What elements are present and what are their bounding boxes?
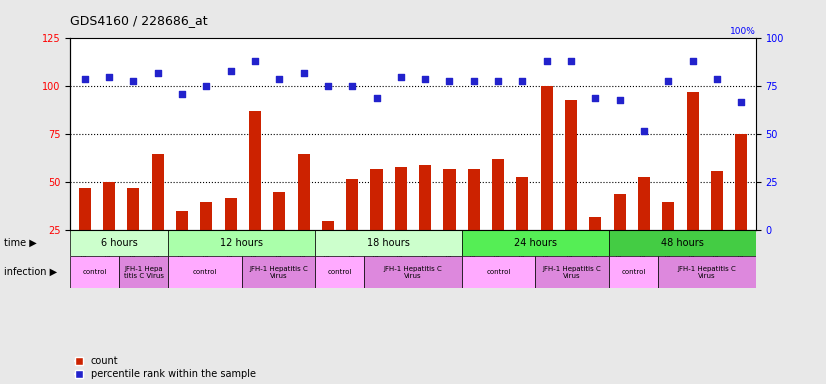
Text: 24 hours: 24 hours — [514, 238, 557, 248]
Bar — [119, 256, 169, 288]
Text: 18 hours: 18 hours — [367, 238, 410, 248]
Bar — [346, 179, 358, 278]
Point — [127, 78, 140, 84]
Point — [175, 91, 188, 97]
Text: JFH-1 Hepatitis C
Virus: JFH-1 Hepatitis C Virus — [383, 265, 443, 278]
Text: control: control — [192, 269, 217, 275]
Point — [443, 78, 456, 84]
Point — [273, 76, 286, 82]
Bar — [241, 256, 315, 288]
Bar — [78, 188, 91, 278]
Point — [78, 76, 92, 82]
Text: 100%: 100% — [730, 28, 756, 36]
Bar — [370, 169, 382, 278]
Text: GDS4160 / 228686_at: GDS4160 / 228686_at — [70, 14, 208, 27]
Point — [589, 95, 602, 101]
Bar — [249, 111, 261, 278]
Point — [321, 83, 335, 89]
Point — [686, 58, 699, 65]
Bar — [535, 256, 609, 288]
Bar — [468, 169, 480, 278]
Bar — [127, 188, 140, 278]
Bar — [686, 92, 699, 278]
Bar — [609, 256, 657, 288]
Point — [345, 83, 358, 89]
Point — [297, 70, 311, 76]
Point — [613, 97, 626, 103]
Point — [710, 76, 724, 82]
Text: control: control — [83, 269, 107, 275]
Bar — [609, 230, 756, 256]
Point — [394, 74, 407, 80]
Bar — [169, 230, 315, 256]
Text: 48 hours: 48 hours — [661, 238, 704, 248]
Text: JFH-1 Hepatitis C
Virus: JFH-1 Hepatitis C Virus — [677, 265, 736, 278]
Point — [102, 74, 116, 80]
Bar — [364, 256, 462, 288]
Bar — [322, 221, 334, 278]
Text: infection ▶: infection ▶ — [4, 267, 57, 277]
Text: JFH-1 Hepa
titis C Virus: JFH-1 Hepa titis C Virus — [124, 265, 164, 278]
Bar — [419, 165, 431, 278]
Bar — [152, 154, 164, 278]
Point — [224, 68, 237, 74]
Bar — [273, 192, 285, 278]
Point — [515, 78, 529, 84]
Bar — [492, 159, 504, 278]
Text: JFH-1 Hepatitis C
Virus: JFH-1 Hepatitis C Virus — [249, 265, 308, 278]
Point — [249, 58, 262, 65]
Text: control: control — [327, 269, 352, 275]
Bar — [200, 202, 212, 278]
Bar — [565, 100, 577, 278]
Bar — [541, 86, 553, 278]
Text: 12 hours: 12 hours — [220, 238, 263, 248]
Point — [468, 78, 481, 84]
Text: time ▶: time ▶ — [4, 238, 37, 248]
Bar — [169, 256, 242, 288]
Point — [564, 58, 577, 65]
Bar — [297, 154, 310, 278]
Bar — [315, 256, 364, 288]
Bar — [462, 230, 609, 256]
Legend: count, percentile rank within the sample: count, percentile rank within the sample — [75, 356, 255, 379]
Text: JFH-1 Hepatitis C
Virus: JFH-1 Hepatitis C Virus — [543, 265, 601, 278]
Point — [540, 58, 553, 65]
Point — [200, 83, 213, 89]
Bar — [662, 202, 674, 278]
Bar — [176, 211, 188, 278]
Point — [151, 70, 164, 76]
Point — [419, 76, 432, 82]
Text: 6 hours: 6 hours — [101, 238, 138, 248]
Point — [491, 78, 505, 84]
Bar — [395, 167, 407, 278]
Bar — [516, 177, 529, 278]
Point — [638, 127, 651, 134]
Bar — [589, 217, 601, 278]
Bar — [638, 177, 650, 278]
Bar — [462, 256, 535, 288]
Text: control: control — [621, 269, 646, 275]
Bar — [103, 182, 115, 278]
Bar — [315, 230, 462, 256]
Bar — [735, 134, 748, 278]
Bar — [225, 198, 237, 278]
Bar — [70, 230, 169, 256]
Bar — [70, 256, 119, 288]
Bar — [614, 194, 626, 278]
Point — [734, 99, 748, 105]
Bar — [711, 171, 723, 278]
Point — [662, 78, 675, 84]
Bar — [444, 169, 456, 278]
Bar — [657, 256, 756, 288]
Text: control: control — [487, 269, 511, 275]
Point — [370, 95, 383, 101]
